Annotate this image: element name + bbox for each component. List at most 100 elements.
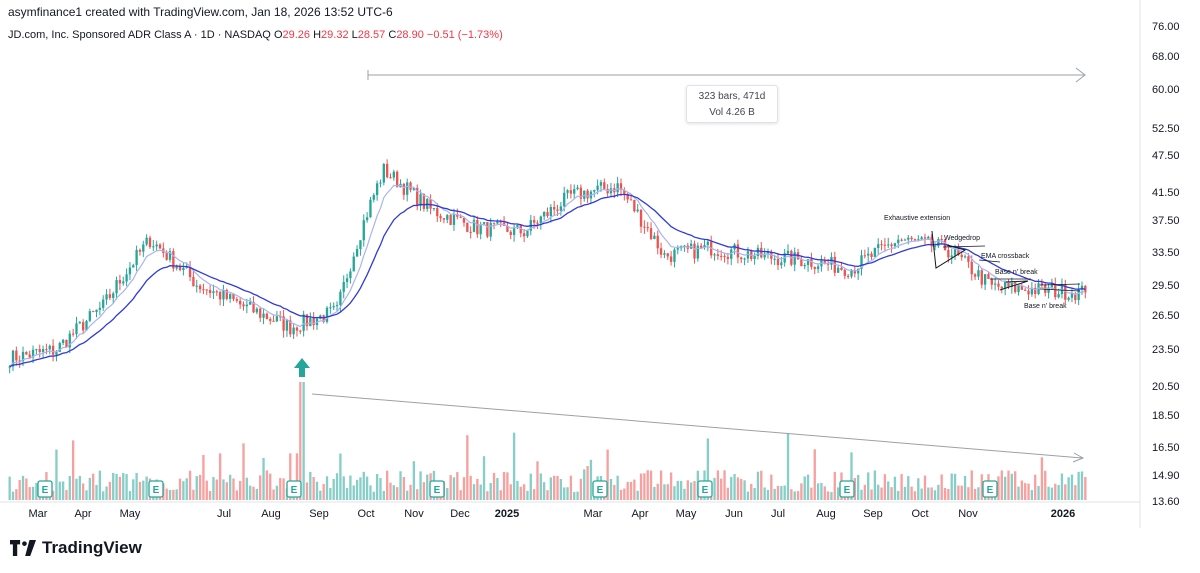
candle bbox=[907, 235, 910, 245]
volume-bar bbox=[269, 473, 272, 500]
volume-bar bbox=[489, 482, 492, 500]
candle bbox=[35, 348, 38, 355]
price-tick-label: 13.60 bbox=[1152, 496, 1180, 508]
candle bbox=[940, 234, 943, 244]
candle bbox=[118, 274, 122, 291]
volume-bar bbox=[198, 474, 202, 500]
earnings-e-icon[interactable]: E bbox=[697, 480, 713, 498]
volume-bar bbox=[412, 461, 416, 500]
candle bbox=[553, 200, 556, 216]
candle bbox=[406, 178, 409, 202]
volume-trendline[interactable] bbox=[311, 393, 1085, 463]
volume-bar bbox=[940, 474, 943, 500]
volume-bar bbox=[8, 476, 11, 500]
volume-bar bbox=[626, 481, 629, 500]
volume-bar bbox=[689, 482, 693, 500]
candle bbox=[225, 288, 228, 301]
candle bbox=[178, 263, 182, 272]
candle bbox=[262, 307, 265, 325]
earnings-e-icon[interactable]: E bbox=[37, 480, 53, 498]
earnings-e-icon[interactable]: E bbox=[429, 480, 445, 498]
candle bbox=[843, 267, 846, 280]
volume-bar bbox=[512, 432, 516, 500]
volume-bar bbox=[706, 438, 710, 500]
candle bbox=[11, 349, 15, 371]
earnings-e-icon[interactable]: E bbox=[148, 480, 164, 498]
candle bbox=[352, 252, 355, 272]
volume-bar bbox=[259, 475, 262, 500]
time-tick-label: Apr bbox=[631, 508, 648, 520]
volume-bar bbox=[108, 481, 112, 500]
volume-bar bbox=[659, 470, 663, 500]
candle bbox=[659, 242, 663, 259]
volume-bar bbox=[559, 479, 563, 500]
candle bbox=[65, 339, 68, 348]
volume-bar bbox=[1037, 485, 1040, 500]
candle bbox=[332, 302, 335, 311]
candle bbox=[152, 239, 155, 252]
candle bbox=[476, 216, 479, 238]
volume-bar bbox=[619, 489, 623, 500]
close-value: 28.90 bbox=[396, 29, 424, 41]
candle bbox=[71, 328, 75, 337]
volume-bar bbox=[850, 452, 853, 500]
change-value: −0.51 (−1.73%) bbox=[426, 29, 503, 41]
candle bbox=[68, 330, 71, 354]
candle bbox=[753, 252, 756, 265]
candle bbox=[1024, 287, 1027, 291]
volume-bar bbox=[1000, 470, 1003, 500]
tradingview-brand[interactable]: TradingView bbox=[10, 538, 142, 558]
volume-bar bbox=[208, 490, 212, 500]
candle bbox=[182, 262, 185, 276]
candle bbox=[1034, 283, 1037, 299]
candle bbox=[977, 265, 980, 281]
volume-bar bbox=[392, 485, 396, 500]
volume-bar bbox=[115, 473, 118, 500]
candle bbox=[967, 253, 970, 268]
earnings-e-icon[interactable]: E bbox=[592, 480, 608, 498]
candle bbox=[860, 249, 863, 276]
date-range-measure[interactable] bbox=[367, 67, 1086, 83]
volume-bar bbox=[873, 470, 877, 500]
candle bbox=[887, 237, 890, 249]
candle bbox=[633, 199, 636, 213]
volume-bar bbox=[15, 489, 18, 500]
volume-bar bbox=[636, 490, 639, 500]
earnings-e-icon[interactable]: E bbox=[839, 480, 855, 498]
candle bbox=[1003, 280, 1007, 296]
candle bbox=[269, 317, 272, 325]
candle bbox=[439, 213, 442, 222]
volume-bar bbox=[793, 491, 796, 500]
candle bbox=[506, 221, 509, 233]
volume-bar bbox=[820, 482, 823, 500]
candle bbox=[903, 238, 907, 241]
volume-bar bbox=[88, 477, 92, 500]
volume-bar bbox=[753, 487, 756, 500]
candle bbox=[162, 242, 165, 258]
candle bbox=[392, 169, 396, 181]
volume-bar bbox=[553, 475, 556, 500]
volume-bar bbox=[900, 474, 903, 500]
volume-bar bbox=[218, 453, 222, 500]
earnings-e-icon[interactable]: E bbox=[286, 480, 302, 498]
volume-bar bbox=[205, 480, 208, 500]
volume-bar bbox=[1040, 457, 1044, 500]
volume-bar bbox=[907, 476, 910, 500]
volume-bar bbox=[576, 491, 579, 500]
volume-bars bbox=[8, 382, 1087, 500]
candle bbox=[1030, 282, 1034, 297]
volume-bar bbox=[823, 486, 826, 500]
candle bbox=[48, 344, 51, 355]
volume-bar bbox=[25, 478, 28, 500]
candle bbox=[472, 215, 476, 233]
annotation-base-break-2: Base n' break bbox=[1024, 303, 1067, 310]
earnings-e-icon[interactable]: E bbox=[982, 480, 998, 498]
volume-bar bbox=[730, 476, 733, 500]
price-tick-label: 68.00 bbox=[1152, 51, 1180, 63]
volume-bar bbox=[446, 487, 449, 500]
volume-bar bbox=[21, 475, 25, 500]
volume-bar bbox=[643, 473, 646, 500]
volume-bar bbox=[456, 472, 459, 500]
volume-bar bbox=[98, 470, 102, 500]
